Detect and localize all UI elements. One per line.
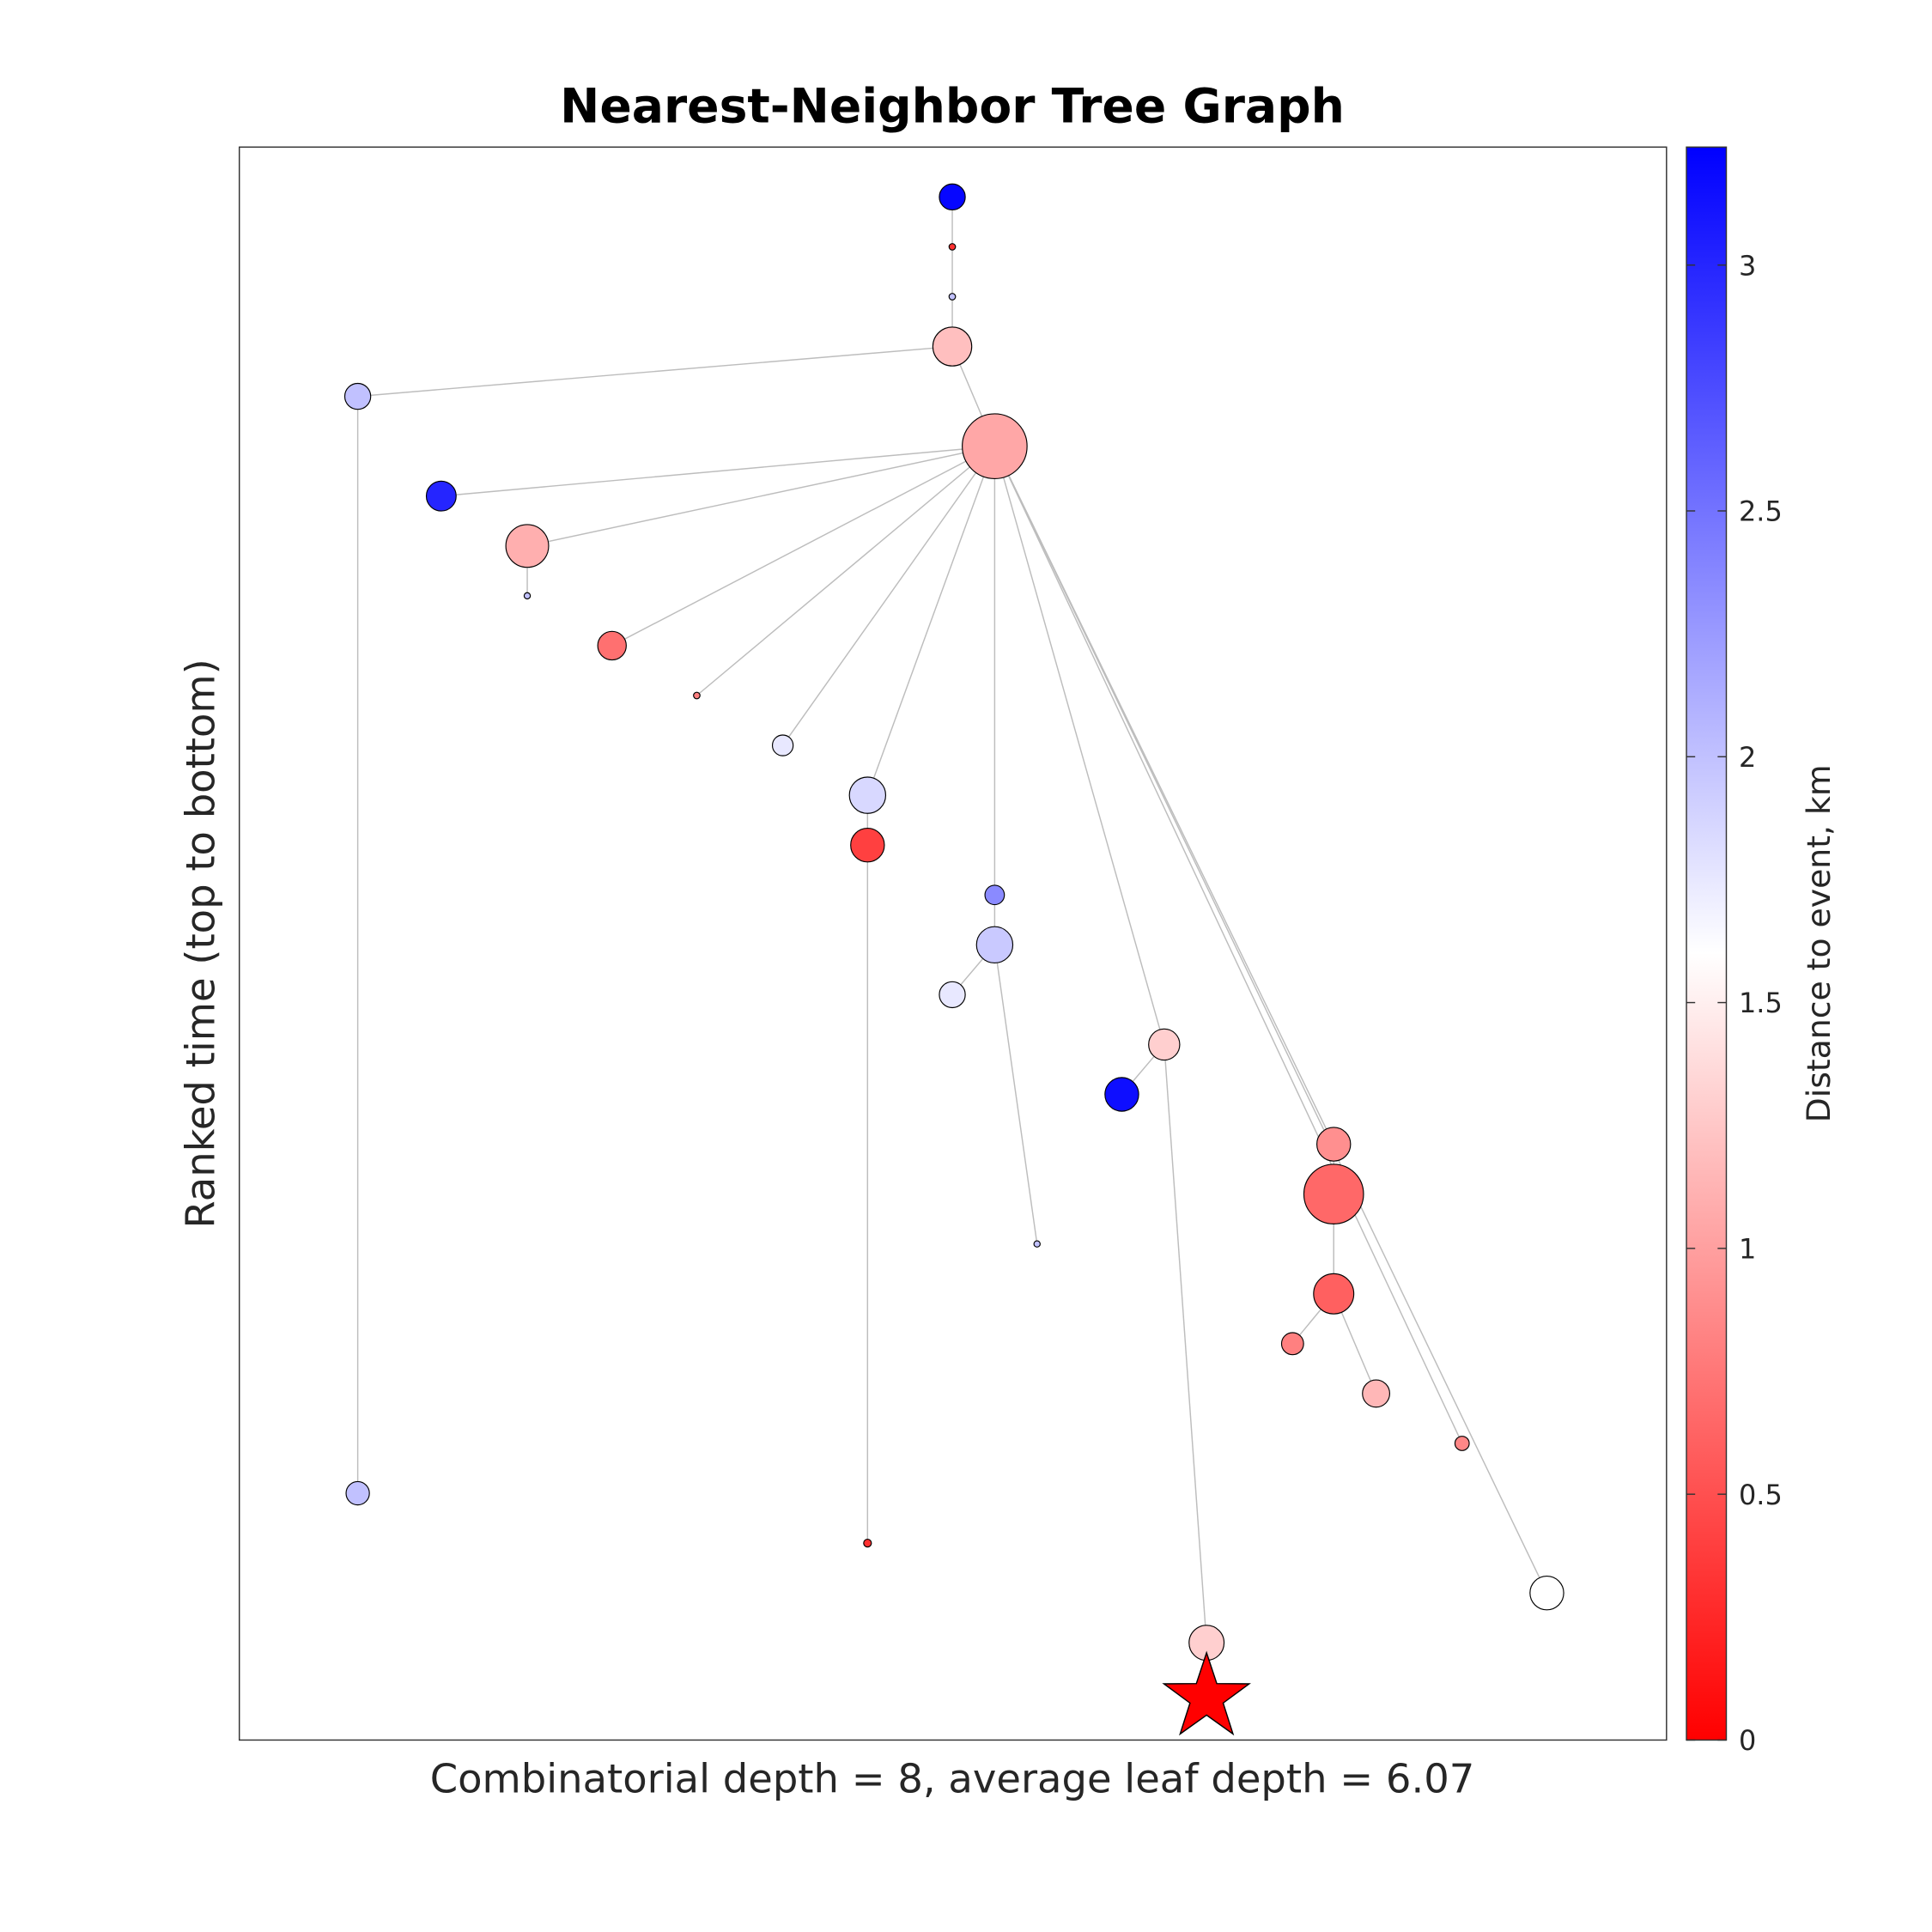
tree-node bbox=[1280, 1332, 1304, 1356]
y-axis-label: Ranked time (top to bottom) bbox=[178, 659, 224, 1228]
colorbar-tick-label: 0.5 bbox=[1739, 1479, 1783, 1511]
tree-node bbox=[1303, 1163, 1364, 1224]
plot-area bbox=[238, 146, 1668, 1741]
tree-nodes bbox=[343, 183, 1564, 1736]
tree-node bbox=[1033, 1240, 1041, 1248]
tree-node bbox=[597, 630, 627, 661]
tree-node bbox=[343, 382, 372, 410]
tree-edge bbox=[696, 446, 995, 696]
tree-node bbox=[505, 524, 550, 568]
tree-node bbox=[850, 827, 885, 863]
tree-node bbox=[848, 776, 887, 814]
colorbar-tick-label: 2 bbox=[1739, 741, 1756, 774]
chart-title: Nearest-Neighbor Tree Graph bbox=[560, 79, 1345, 134]
tree-node bbox=[1104, 1077, 1139, 1112]
tree-edge bbox=[357, 345, 953, 398]
tree-node bbox=[425, 480, 457, 512]
tree-node bbox=[523, 592, 532, 600]
tree-node bbox=[693, 691, 701, 700]
tree-node bbox=[1454, 1436, 1470, 1451]
colorbar-label: Distance to event, km bbox=[1800, 764, 1838, 1122]
tree-node bbox=[948, 293, 957, 301]
tree-node bbox=[1313, 1273, 1355, 1315]
colorbar bbox=[1686, 146, 1728, 1741]
tree-edge bbox=[993, 446, 1165, 1045]
tree-node bbox=[962, 413, 1028, 480]
tree-edge bbox=[526, 445, 995, 547]
tree-edge bbox=[782, 446, 995, 746]
tree-node bbox=[1316, 1127, 1352, 1162]
colorbar-tick-label: 2.5 bbox=[1739, 495, 1783, 528]
tree-edge bbox=[611, 446, 995, 647]
colorbar-ticks: 0 0.5 1 1.5 2 2.5 3 bbox=[1686, 249, 1783, 1757]
colorbar-tick-label: 1.5 bbox=[1739, 987, 1783, 1019]
tree-edge bbox=[993, 446, 1548, 1594]
tree-node bbox=[1529, 1575, 1564, 1611]
colorbar-tick-label: 3 bbox=[1739, 249, 1756, 282]
tree-node bbox=[984, 884, 1005, 906]
tree-node bbox=[932, 326, 973, 367]
tree-edge bbox=[866, 446, 996, 796]
tree-edge bbox=[993, 945, 1038, 1244]
colorbar-tick-label: 1 bbox=[1739, 1232, 1756, 1265]
tree-node bbox=[1148, 1028, 1181, 1061]
tree-edge bbox=[1163, 1044, 1207, 1643]
tree-node bbox=[771, 734, 794, 756]
tree-node bbox=[345, 1480, 370, 1506]
tree-node bbox=[939, 183, 966, 211]
tree-edge bbox=[993, 446, 1463, 1444]
tree-node bbox=[1362, 1379, 1391, 1408]
tree-node bbox=[863, 1538, 872, 1548]
colorbar-tick-label: 0 bbox=[1739, 1724, 1756, 1757]
tree-edge bbox=[440, 445, 995, 497]
tree-node bbox=[939, 981, 966, 1009]
target-event-star bbox=[1162, 1650, 1251, 1736]
x-axis-label: Combinatorial depth = 8, average leaf de… bbox=[430, 1755, 1475, 1801]
tree-node bbox=[948, 243, 957, 251]
tree-node bbox=[975, 926, 1014, 964]
